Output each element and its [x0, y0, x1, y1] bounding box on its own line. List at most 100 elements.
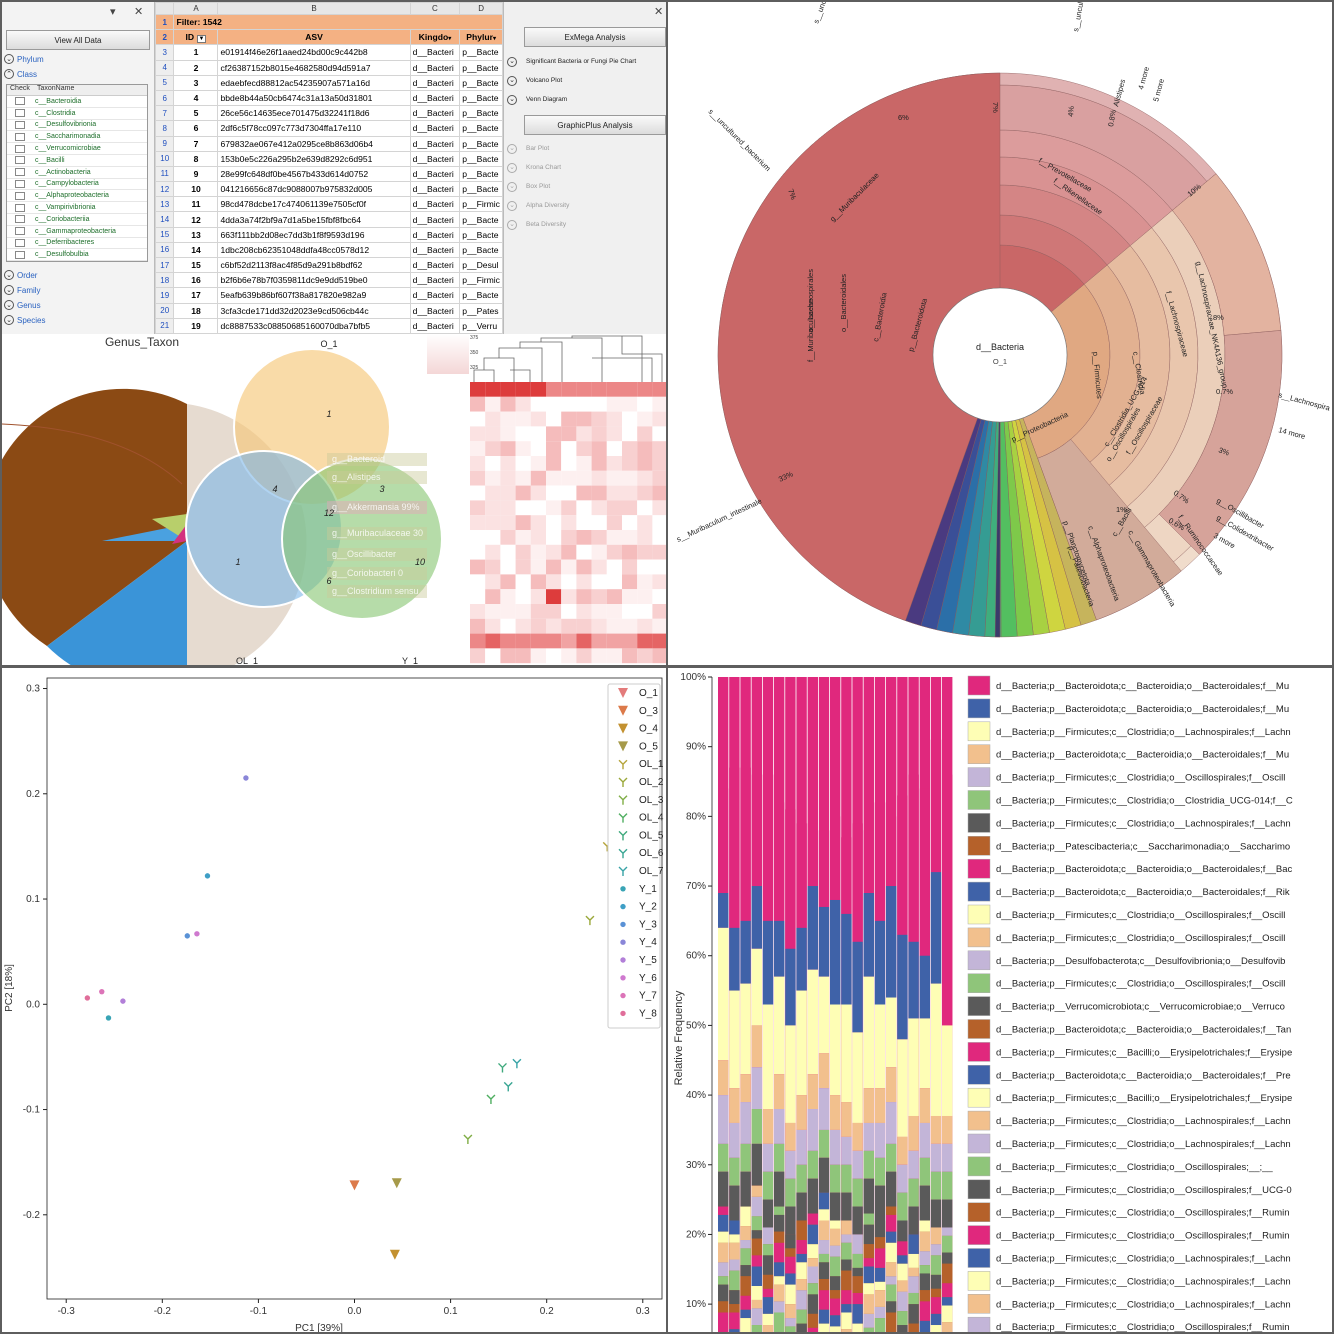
sheet-cell[interactable]: p__Bacte [459, 211, 503, 228]
data-point[interactable] [391, 1178, 402, 1189]
tree-species[interactable]: ⌄ Species [4, 315, 45, 325]
class-checkbox[interactable] [15, 168, 25, 177]
class-list-item[interactable]: c__Bacilli [7, 155, 147, 167]
view-all-data-button[interactable]: View All Data [6, 30, 150, 50]
tree-family[interactable]: ⌄ Family [4, 285, 41, 295]
class-checkbox[interactable] [15, 203, 25, 212]
sheet-cell[interactable]: d__Bacteri [409, 211, 461, 228]
data-point[interactable] [84, 995, 91, 1001]
class-list-item[interactable]: c__Vampirivibrionia [7, 202, 147, 214]
sheet-cell[interactable]: p__Desul [459, 256, 503, 274]
data-point[interactable] [486, 1094, 496, 1105]
sheet-row[interactable]: 9 7 679832ae067e412a0295ce8b863d06b4 d__Bac… [154, 135, 503, 152]
row-number[interactable]: 16 [154, 241, 175, 259]
sheet-cell[interactable]: 2df6c5f78cc097c773d7304ffa17e110 [217, 120, 411, 137]
row-number[interactable]: 18 [154, 272, 175, 289]
krona-segment[interactable] [1158, 330, 1283, 555]
sheet-cell[interactable]: d__Bacteri [409, 165, 461, 183]
sheet-row[interactable]: 13 11 98cd478dcbe17c474061139e7505cf0f d__B… [154, 196, 503, 213]
tree-order[interactable]: ⌄ Order [4, 270, 37, 280]
header-phylum[interactable]: Phylur▾ [459, 29, 503, 46]
class-list-item[interactable]: c__Verrucomicrobiae [7, 143, 147, 155]
sheet-cell[interactable]: d__Bacteri [409, 272, 461, 289]
sheet-row[interactable]: 15 13 663f111bb2d08ec7dd3b1f8f9593d196 d__B… [154, 226, 503, 243]
sheet-cell[interactable]: cf26387152b8015e4682580d94d591a7 [217, 59, 411, 76]
sheet-cell[interactable]: d__Bacteri [409, 302, 461, 319]
exmega-analysis-button[interactable]: ExMega Analysis [524, 27, 666, 47]
sheet-row[interactable]: 4 2 cf26387152b8015e4682580d94d591a7 d__Bac… [154, 59, 503, 76]
sheet-cell[interactable]: 17 [173, 287, 219, 304]
krona-chart-option[interactable]: ⌄ Krona Chart [507, 162, 561, 173]
class-checkbox[interactable] [15, 120, 25, 129]
data-point[interactable] [389, 1249, 400, 1260]
data-point[interactable] [105, 1015, 112, 1021]
sheet-row[interactable]: 21 19 dc8887533c08850685160070dba7bfb5 d__B… [154, 317, 503, 334]
sheet-row[interactable]: 14 12 4dda3a74f2bf9a7d1a5be15fbf8fbc64 d__B… [154, 211, 503, 228]
column-header[interactable]: A [173, 2, 219, 15]
sheet-cell[interactable]: 13 [173, 226, 219, 243]
class-list-item[interactable]: c__Actinobacteria [7, 167, 147, 179]
sheet-row[interactable]: 8 6 2df6c5f78cc097c773d7304ffa17e110 d__Bac… [154, 120, 503, 137]
sheet-cell[interactable]: d__Bacteri [409, 241, 461, 259]
sheet-cell[interactable]: p__Firmic [459, 272, 503, 289]
data-point[interactable] [243, 775, 249, 781]
class-checkbox[interactable] [15, 179, 25, 188]
row-number[interactable]: 4 [154, 59, 175, 76]
beta-diversity-option[interactable]: ⌄ Beta Diversity [507, 219, 566, 230]
class-checkbox[interactable] [15, 109, 25, 118]
sheet-cell[interactable]: 679832ae067e412a0295ce8b863d06b4 [217, 135, 411, 152]
sheet-row[interactable]: 16 14 1dbc208cb62351048ddfa48cc0578d12 d__B… [154, 241, 503, 259]
row-number[interactable]: 3 [154, 44, 175, 61]
sheet-cell[interactable]: 14 [173, 241, 219, 259]
sheet-row[interactable]: 17 15 c6bf52d2113f8ac4f85d9a291b8bdf62 d__B… [154, 256, 503, 274]
class-checkbox[interactable] [15, 227, 25, 236]
sheet-cell[interactable]: 4 [173, 89, 219, 107]
sheet-cell[interactable]: 6 [173, 120, 219, 137]
graphicplus-analysis-button[interactable]: GraphicPlus Analysis [524, 115, 666, 135]
class-list-item[interactable]: c__Clostridia [7, 108, 147, 120]
class-checkbox[interactable] [15, 215, 25, 224]
sheet-cell[interactable]: edaebfecd88812ac54235907a571a16d [217, 74, 411, 91]
tree-class[interactable]: ⌃ Class [4, 69, 37, 79]
data-point[interactable] [497, 1062, 507, 1073]
sheet-cell[interactable]: 3 [173, 74, 219, 91]
stacked-bar-chart[interactable]: 100% 90% 80% 70% 60% 50% 40% 30% 20% 10% Relative… [668, 668, 1332, 1332]
sheet-cell[interactable]: 1 [173, 44, 219, 61]
class-list-item[interactable]: c__Alphaproteobacteria [7, 190, 147, 203]
row-number[interactable]: 10 [154, 150, 175, 167]
class-list-item[interactable]: c__Coriobacteriia [7, 214, 147, 226]
sheet-row[interactable]: 18 16 b2f6b6e78b7f0359811dc9e9dd519be0 d__B… [154, 272, 503, 289]
class-list-item[interactable]: c__Saccharimonadia [7, 131, 147, 144]
sheet-row[interactable]: 6 4 bbde8b44a50cb6474c31a13a50d31801 d__Bac… [154, 89, 503, 107]
class-checkbox[interactable] [15, 97, 25, 106]
class-checkbox[interactable] [15, 191, 25, 200]
sheet-row[interactable]: 12 10 041216656c87dc9088007b975832d005 d__B… [154, 181, 503, 198]
class-checkbox[interactable] [15, 238, 25, 247]
sheet-cell[interactable]: p__Bacte [459, 105, 503, 122]
sheet-cell[interactable]: 18 [173, 302, 219, 319]
sheet-cell[interactable]: 28e99fc648df0be4567b433d614d0752 [217, 165, 411, 183]
header-kingdom[interactable]: Kingdo▾ [409, 29, 461, 46]
column-header[interactable]: D [459, 2, 503, 15]
row-number[interactable]: 19 [154, 287, 175, 304]
sheet-row[interactable]: 19 17 5eafb639b86bf607f38a817820e982a9 d__B… [154, 287, 503, 304]
sheet-cell[interactable]: c6bf52d2113f8ac4f85d9a291b8bdf62 [217, 256, 411, 274]
header-id[interactable]: ID ▼ [173, 29, 219, 46]
pcoa-scatter-chart[interactable]: -0.3 -0.2 -0.1 0.0 0.1 0.2 0.3 0.3 0.2 0.1 0.0 -0.1… [2, 668, 666, 1332]
sheet-cell[interactable]: 663f111bb2d08ec7dd3b1f8f9593d196 [217, 226, 411, 243]
sheet-cell[interactable]: 98cd478dcbe17c474061139e7505cf0f [217, 196, 411, 213]
sheet-cell[interactable]: 19 [173, 317, 219, 334]
sheet-cell[interactable]: d__Bacteri [409, 89, 461, 107]
sheet-cell[interactable]: 10 [173, 181, 219, 198]
data-point[interactable] [120, 998, 126, 1004]
sheet-cell[interactable]: d__Bacteri [409, 317, 461, 334]
sheet-cell[interactable]: p__Bacte [459, 120, 503, 137]
significant-pie-option[interactable]: ⌄ Significant Bacteria or Fungi Pie Chart [507, 56, 636, 67]
class-list-item[interactable]: c__Desulfovibrionia [7, 120, 147, 132]
row-number[interactable]: 20 [154, 302, 175, 319]
sheet-cell[interactable]: dc8887533c08850685160070dba7bfb5 [217, 317, 411, 334]
class-list-item[interactable]: c__Bacteroidia [7, 96, 147, 108]
sheet-cell[interactable]: p__Bacte [459, 226, 503, 243]
filter-count-cell[interactable]: Filter: 1542 [173, 13, 503, 31]
class-list-item[interactable]: c__Desulfobulbia [7, 249, 147, 262]
